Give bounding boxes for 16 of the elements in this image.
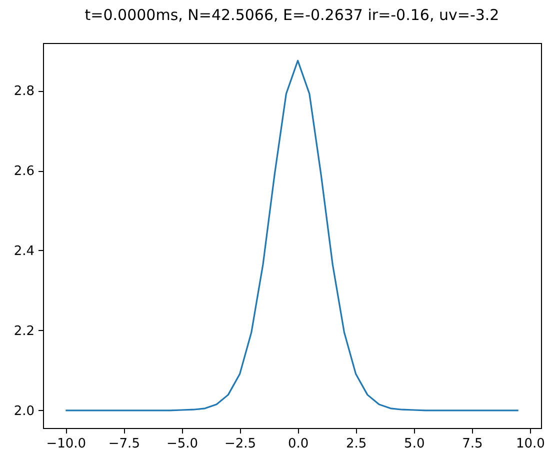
- chart-title: t=0.0000ms, N=42.5066, E=-0.2637 ir=-0.16, uv=-3.2: [84, 6, 500, 24]
- x-tick-label: −2.5: [224, 436, 256, 452]
- x-tick-label: 5.0: [404, 436, 425, 452]
- x-tick-label: −7.5: [108, 436, 140, 452]
- x-tick-label: −5.0: [166, 436, 198, 452]
- x-tick-label: 2.5: [346, 436, 367, 452]
- y-tick-label: 2.4: [14, 244, 34, 259]
- line-series: [64, 60, 520, 412]
- y-tick-label: 2.8: [14, 84, 34, 100]
- x-tick-label: −10.0: [46, 436, 86, 452]
- x-tick-label: 7.5: [462, 436, 483, 452]
- y-tick-label: 2.6: [14, 164, 34, 180]
- x-tick-label: 0.0: [288, 436, 309, 452]
- y-tick-label: 2.2: [14, 324, 34, 339]
- y-tick-label: 2.0: [14, 404, 34, 419]
- x-tick-label: 10.0: [516, 436, 545, 452]
